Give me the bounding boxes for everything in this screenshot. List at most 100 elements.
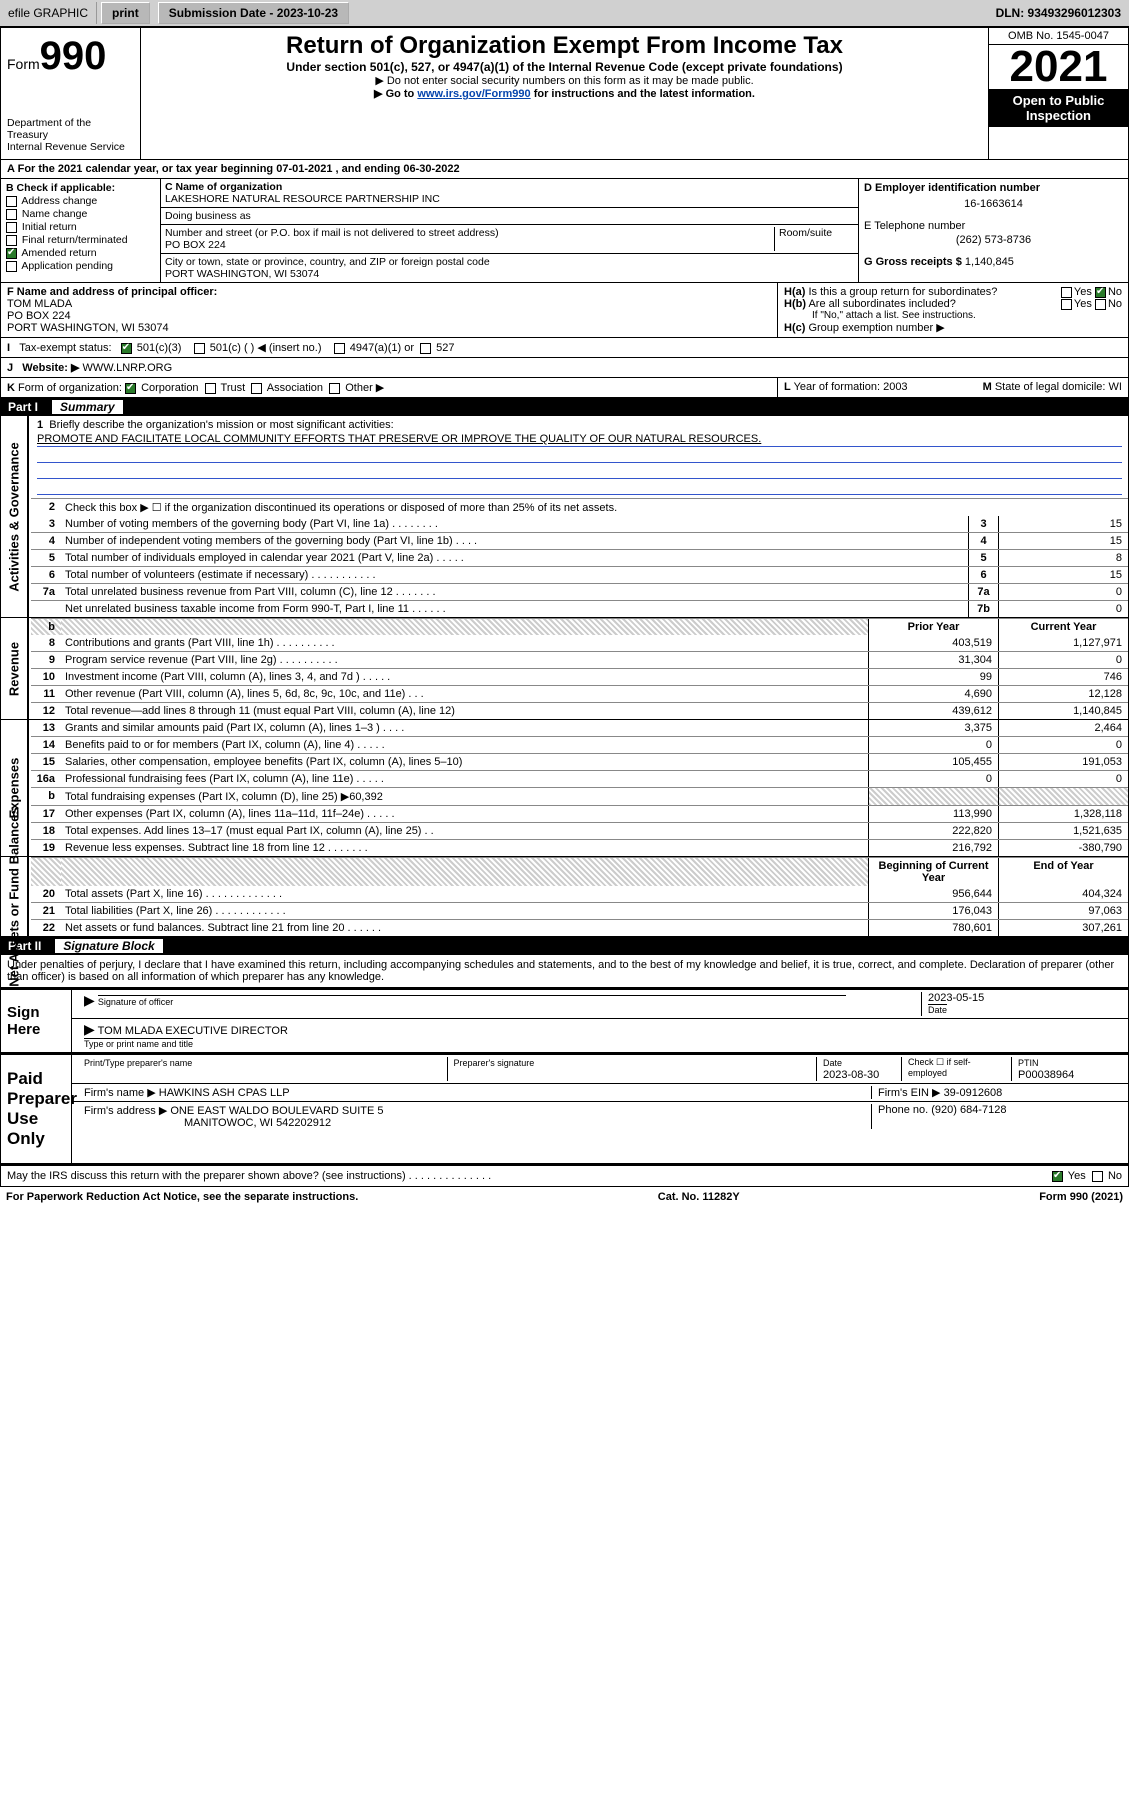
col-deg: D Employer identification number 16-1663… (858, 179, 1128, 282)
side-gov: Activities & Governance (7, 442, 22, 592)
sign-here-row: Sign Here ▶ Signature of officer 2023-05… (1, 990, 1128, 1052)
pp-sig-label: Preparer's signature (454, 1058, 535, 1068)
ha-yes: Yes (1074, 286, 1092, 298)
tax-year: 2021 (989, 45, 1128, 89)
i-4947-cb[interactable] (334, 343, 345, 354)
l2-text: Check this box ▶ ☐ if the organization d… (61, 499, 1128, 516)
k-trust-cb[interactable] (205, 383, 216, 394)
naline-22: 22Net assets or fund balances. Subtract … (31, 919, 1128, 936)
part1-label: Part I (8, 400, 52, 414)
e-label: E Telephone number (864, 220, 1123, 232)
line1-mission: 1 Briefly describe the organization's mi… (31, 416, 1128, 498)
section-j: J Website: ▶ WWW.LNRP.ORG (0, 358, 1129, 378)
i-501c-cb[interactable] (194, 343, 205, 354)
section-klm: K Form of organization: Corporation Trus… (0, 378, 1129, 398)
submission-date-button[interactable]: Submission Date - 2023-10-23 (158, 2, 349, 24)
k-other-cb[interactable] (329, 383, 340, 394)
expline-19: 19Revenue less expenses. Subtract line 1… (31, 839, 1128, 856)
na-head-l: Beginning of Current Year (868, 858, 998, 886)
officer-addr1: PO BOX 224 (7, 310, 71, 322)
mission-blank1 (37, 449, 1122, 463)
i-527-cb[interactable] (420, 343, 431, 354)
b-opt-5[interactable]: Application pending (6, 260, 155, 272)
govline-4: 4Number of independent voting members of… (31, 532, 1128, 549)
b-opt-1[interactable]: Name change (6, 208, 155, 220)
d-label: D Employer identification number (864, 182, 1123, 194)
k-corp-cb[interactable] (125, 383, 136, 394)
mayirs-no-cb[interactable] (1092, 1171, 1103, 1182)
i-label: Tax-exempt status: (19, 342, 111, 354)
b-opt-4[interactable]: Amended return (6, 247, 155, 259)
group-expenses: Expenses 13Grants and similar amounts pa… (0, 720, 1129, 857)
open-to-public: Open to Public Inspection (989, 89, 1128, 127)
expline-b: bTotal fundraising expenses (Part IX, co… (31, 787, 1128, 805)
dba-label: Doing business as (165, 210, 251, 222)
col-c-orginfo: C Name of organizationLAKESHORE NATURAL … (161, 179, 858, 282)
firm-ein: 39-0912608 (944, 1087, 1003, 1099)
note2-post: for instructions and the latest informat… (531, 88, 755, 100)
col-prior: Prior Year (868, 619, 998, 635)
form-title: Return of Organization Exempt From Incom… (149, 32, 980, 60)
note2-pre: ▶ Go to (374, 88, 417, 100)
b-opt-2[interactable]: Initial return (6, 221, 155, 233)
l-label: Year of formation: (794, 381, 880, 393)
col-b-checkboxes: B Check if applicable: Address change Na… (1, 179, 161, 282)
sign-here-label: Sign Here (1, 990, 71, 1052)
expline-16a: 16aProfessional fundraising fees (Part I… (31, 770, 1128, 787)
ha-yes-cb[interactable] (1061, 287, 1072, 298)
part1-bar: Part I Summary (0, 398, 1129, 416)
revline-10: 10Investment income (Part VIII, column (… (31, 668, 1128, 685)
b-opt-0[interactable]: Address change (6, 195, 155, 207)
hb-no-cb[interactable] (1095, 299, 1106, 310)
form-header: Form990 Department of the Treasury Inter… (0, 27, 1129, 160)
print-button[interactable]: print (101, 2, 150, 24)
expline-14: 14Benefits paid to or for members (Part … (31, 736, 1128, 753)
i-o4: 527 (436, 342, 454, 354)
f-label: F Name and address of principal officer: (7, 286, 217, 298)
may-irs-text: May the IRS discuss this return with the… (7, 1170, 491, 1182)
ptin-label: PTIN (1018, 1058, 1039, 1068)
gross-receipts: 1,140,845 (965, 256, 1014, 268)
firm-ein-label: Firm's EIN ▶ (878, 1087, 941, 1099)
side-rev: Revenue (7, 641, 22, 695)
ha-no-cb[interactable] (1095, 287, 1106, 298)
org-name: LAKESHORE NATURAL RESOURCE PARTNERSHIP I… (165, 193, 440, 205)
may-irs-row: May the IRS discuss this return with the… (1, 1166, 1128, 1186)
expline-17: 17Other expenses (Part IX, column (A), l… (31, 805, 1128, 822)
irs-link[interactable]: www.irs.gov/Form990 (417, 88, 530, 100)
govline-7a: 7aTotal unrelated business revenue from … (31, 583, 1128, 600)
footer-center: Cat. No. 11282Y (658, 1191, 740, 1203)
pp-name-label: Print/Type preparer's name (84, 1058, 192, 1068)
firm-name-label: Firm's name ▶ (84, 1087, 156, 1099)
i-o3: 4947(a)(1) or (350, 342, 414, 354)
pp-date: 2023-08-30 (823, 1069, 879, 1081)
ptin-value: P00038964 (1018, 1069, 1074, 1081)
goto-note: ▶ Go to www.irs.gov/Form990 for instruct… (149, 87, 980, 100)
l-val: 2003 (883, 381, 907, 393)
section-i: I Tax-exempt status: 501(c)(3) 501(c) ( … (0, 338, 1129, 358)
b-opt-3[interactable]: Final return/terminated (6, 234, 155, 246)
hb-no: No (1108, 298, 1122, 310)
part2-title: Signature Block (55, 939, 162, 953)
g-label: G Gross receipts $ (864, 256, 962, 268)
rev-head: bPrior YearCurrent Year (31, 618, 1128, 635)
na-head-r: End of Year (998, 858, 1128, 886)
group-governance: Activities & Governance 1 Briefly descri… (0, 416, 1129, 618)
hb-yes-cb[interactable] (1061, 299, 1072, 310)
officer-name: TOM MLADA (7, 298, 72, 310)
street-label: Number and street (or P.O. box if mail i… (165, 227, 499, 239)
firm-phone: (920) 684-7128 (931, 1104, 1006, 1116)
col-curr: Current Year (998, 619, 1128, 635)
form-id-cell: Form990 Department of the Treasury Inter… (1, 28, 141, 159)
city-value: PORT WASHINGTON, WI 53074 (165, 268, 319, 280)
mayirs-yes-cb[interactable] (1052, 1171, 1063, 1182)
k-assoc-cb[interactable] (251, 383, 262, 394)
date-label: Date (928, 1004, 947, 1015)
line-a-taxyear: A For the 2021 calendar year, or tax yea… (0, 160, 1129, 179)
a-begin: 07-01-2021 (276, 163, 332, 175)
b-label: Check if applicable: (17, 182, 116, 194)
i-501c3-cb[interactable] (121, 343, 132, 354)
k-o1: Corporation (141, 382, 198, 394)
dept-label: Department of the Treasury (7, 117, 134, 141)
hc-label: Group exemption number ▶ (808, 322, 944, 334)
